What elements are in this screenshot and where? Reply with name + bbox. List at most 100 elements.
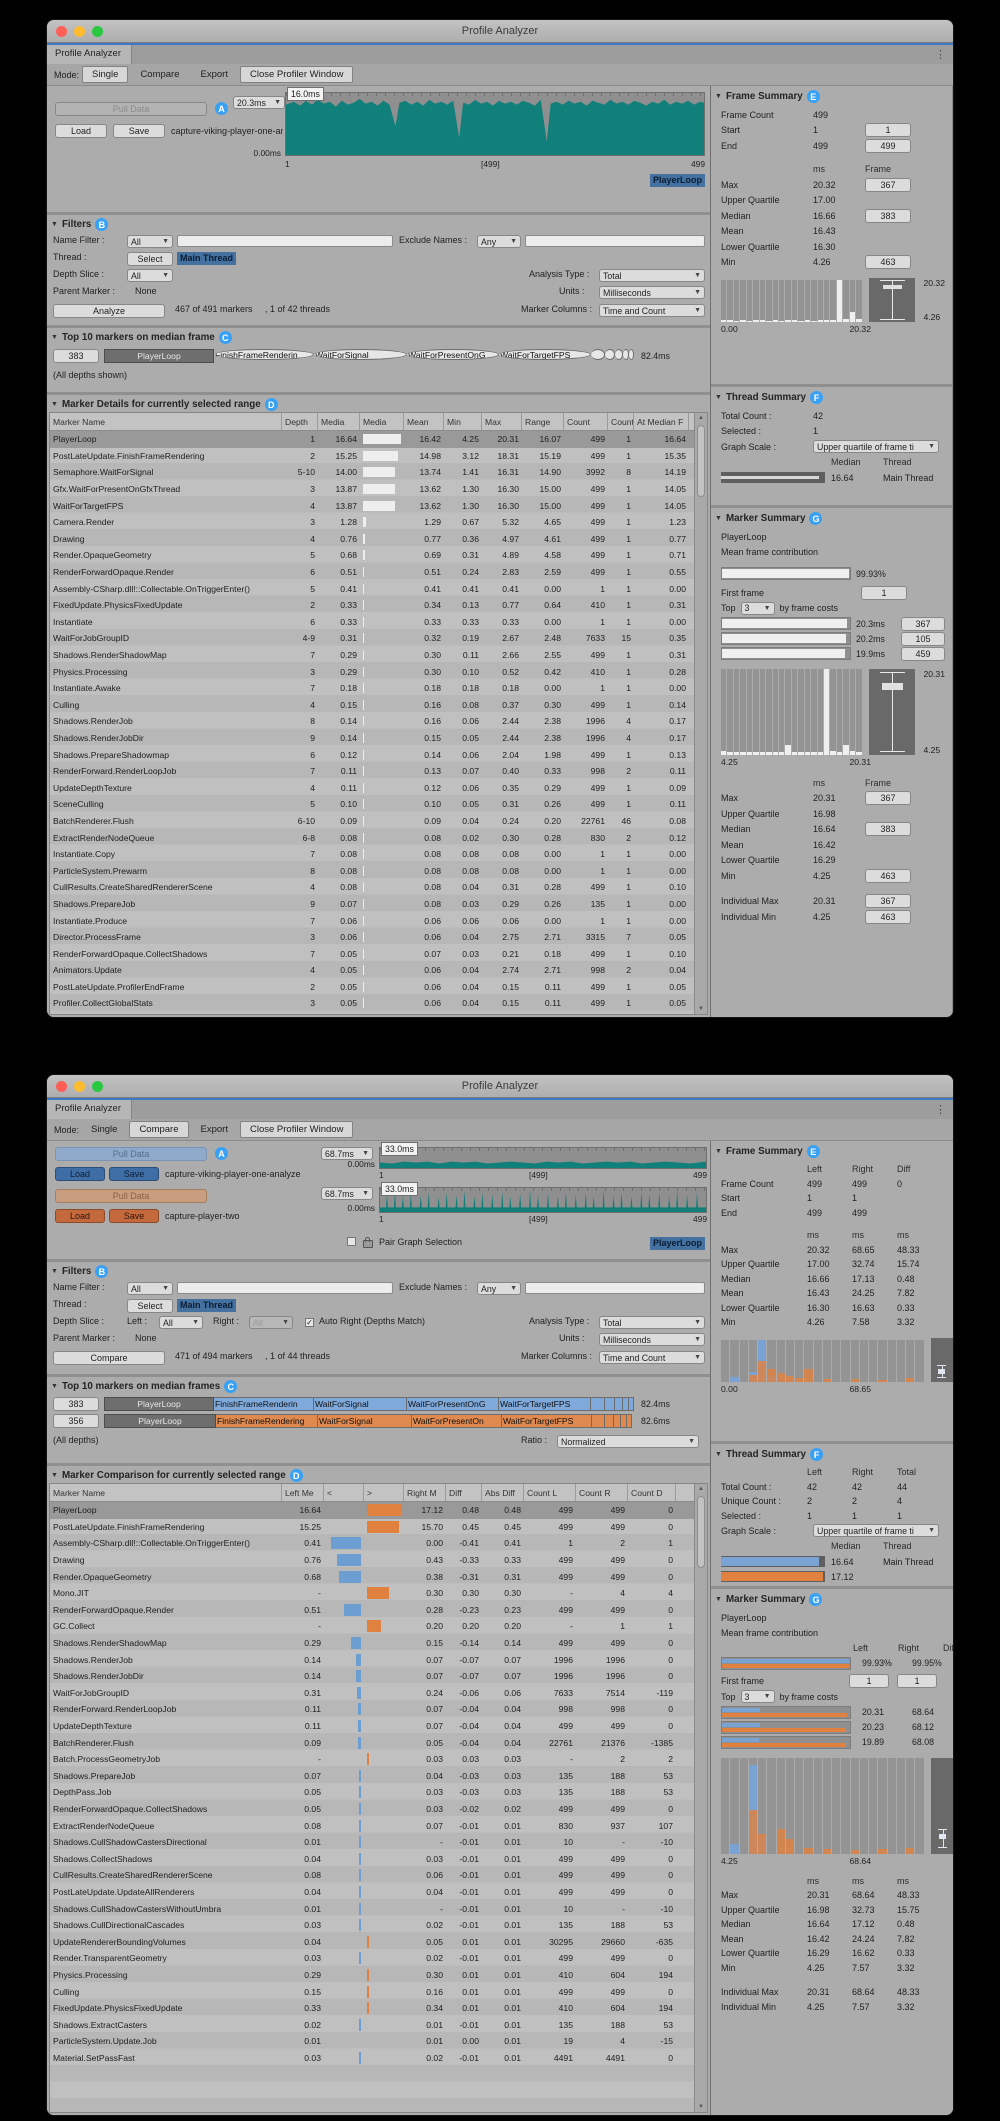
top10-segment[interactable]: WaitForTargetFPS <box>502 1414 592 1428</box>
export-button[interactable]: Export <box>200 1124 228 1135</box>
table-row[interactable]: PostLateUpdate.UpdateAllRenderers 0.04 0.0… <box>53 1885 673 1898</box>
table-row[interactable]: ExtractRenderNodeQueue 6-8 0.08 0.08 0.02 0.3… <box>53 832 686 843</box>
mode-compare-button[interactable]: Compare <box>129 1121 189 1138</box>
marker-columns-dropdown[interactable]: Time and Count ▼ <box>599 304 705 317</box>
save-button[interactable]: Save <box>113 124 165 138</box>
thread-select-button[interactable]: Select <box>127 1299 173 1313</box>
table-row[interactable]: CullResults.CreateSharedRendererScene 0.0… <box>53 1869 673 1882</box>
top10-segment[interactable]: FinishFrameRenderin <box>214 1397 314 1411</box>
table-row[interactable]: Instantiate 6 0.33 0.33 0.33 0.33 0.00 1 1 0.00 <box>53 616 686 627</box>
minimize-window-button[interactable] <box>74 1080 85 1092</box>
first-frame-button[interactable]: 1 <box>861 585 907 600</box>
top10-segment[interactable] <box>592 1414 605 1428</box>
top10-segment[interactable]: WaitForTargetFPS <box>499 349 591 360</box>
table-row[interactable]: RenderForwardOpaque.CollectShadows 0.05 0.… <box>53 1802 673 1815</box>
top10-segment[interactable]: WaitForPresentOnG <box>407 349 499 360</box>
titlebar[interactable]: Profile Analyzer <box>47 20 953 43</box>
top10-segment[interactable]: WaitForPresentOnG <box>407 1397 499 1411</box>
median-frame-right-button[interactable]: 356 <box>53 1414 99 1428</box>
table-row[interactable]: GC.Collect -0.20 0.20 0.20-1 1 <box>53 1620 673 1633</box>
analysis-type-dropdown[interactable]: Total ▼ <box>599 269 705 282</box>
table-row[interactable]: RenderForwardOpaque.Render 0.51 0.28 -0.23 0… <box>53 1603 673 1616</box>
top10-segment[interactable] <box>591 349 605 360</box>
depth-left-dropdown[interactable]: All ▼ <box>159 1316 203 1329</box>
table-row[interactable]: Render.OpaqueGeometry 5 0.68 0.69 0.31 4.89 4.… <box>53 550 686 561</box>
table-row[interactable]: Physics.Processing 3 0.29 0.30 0.10 0.52 0.42 4… <box>53 666 686 677</box>
selected-marker-chip[interactable]: PlayerLoop <box>649 174 705 187</box>
top10-segment[interactable] <box>605 349 615 360</box>
zoom-window-button[interactable] <box>92 1080 103 1092</box>
table-row[interactable]: Shadows.RenderJob 0.14 0.07 -0.07 0.07 1996 19… <box>53 1653 673 1666</box>
top10-segment[interactable] <box>627 1414 632 1428</box>
median-frame-button[interactable]: 383 <box>53 349 99 363</box>
frame-time-graph[interactable] <box>285 92 705 156</box>
mode-compare-button[interactable]: Compare <box>140 69 180 80</box>
export-button[interactable]: Export <box>200 69 228 80</box>
table-row[interactable]: Material.SetPassFast 0.03 0.02 -0.01 0.01 449… <box>53 2051 673 2064</box>
table-row[interactable]: Gfx.WaitForPresentOnGfxThread 3 13.87 13.62… <box>53 484 686 495</box>
table-row[interactable]: Assembly-CSharp.dll!::Collectable.OnTrig… <box>53 1537 673 1550</box>
top10-segment[interactable]: FinishFrameRenderin <box>214 349 314 360</box>
table-row[interactable]: ParticleSystem.Prewarm 8 0.08 0.08 0.08 0.08 0… <box>53 865 686 876</box>
depth-right-dropdown[interactable]: All ▼ <box>249 1316 293 1329</box>
table-row[interactable]: Culling 4 0.15 0.16 0.08 0.37 0.30 499 1 0.14 <box>53 699 686 710</box>
top10-segment[interactable] <box>629 1397 634 1411</box>
goto-frame-button[interactable]: 367 <box>865 791 911 806</box>
table-row[interactable]: UpdateRendererBoundingVolumes 0.04 0.05 0.0… <box>53 1935 673 1948</box>
thread-select-button[interactable]: Select <box>127 252 173 266</box>
goto-frame-button[interactable]: 499 <box>865 138 911 153</box>
table-row[interactable]: PostLateUpdate.FinishFrameRendering 2 15.2… <box>53 450 686 461</box>
table-row[interactable]: Shadows.ExtractCasters 0.02 0.01 -0.01 0.01 1… <box>53 2018 673 2031</box>
table-row[interactable]: Shadows.RenderJobDir 9 0.14 0.15 0.05 2.44 2.3… <box>53 732 686 743</box>
table-row[interactable]: Shadows.CollectShadows 0.04 0.03 -0.01 0.01 4… <box>53 1852 673 1865</box>
goto-frame-button[interactable]: 1 <box>865 123 911 138</box>
thread-graph-scale-dropdown[interactable]: Upper quartile of frame ti ▼ <box>813 440 939 454</box>
table-row[interactable]: UpdateDepthTexture 4 0.11 0.12 0.06 0.35 0.29 4… <box>53 782 686 793</box>
load-button[interactable]: Load <box>55 124 107 138</box>
goto-frame-button[interactable]: 367 <box>901 616 945 631</box>
goto-frame-button[interactable]: 463 <box>865 909 911 924</box>
pull-data-right-button[interactable]: Pull Data <box>55 1189 207 1203</box>
table-row[interactable]: SceneCulling 5 0.10 0.10 0.05 0.31 0.26 499 1 0.1… <box>53 799 686 810</box>
table-row[interactable]: Render.TransparentGeometry 0.03 0.02 -0.01 0… <box>53 1952 673 1965</box>
table-row[interactable]: Shadows.PrepareJob 0.07 0.04 -0.03 0.03 135 18… <box>53 1769 673 1782</box>
goto-frame-button[interactable]: 105 <box>901 631 945 646</box>
table-row[interactable]: Instantiate.Produce 7 0.06 0.06 0.06 0.06 0.00… <box>53 915 686 926</box>
table-row[interactable]: Shadows.CullShadowCastersDirectional 0.01… <box>53 1836 673 1849</box>
table-row[interactable]: BatchRenderer.Flush 6-10 0.09 0.09 0.04 0.24 0… <box>53 815 686 826</box>
top-n-dropdown[interactable]: 3 ▼ <box>740 1690 775 1704</box>
table-row[interactable]: PostLateUpdate.FinishFrameRendering 15.25… <box>53 1520 673 1533</box>
table-row[interactable]: PlayerLoop 16.64 17.12 0.48 0.48 499 499 0 <box>50 1502 694 1519</box>
top10-segment[interactable]: WaitForSignal <box>314 349 407 360</box>
table-scrollbar[interactable]: ▲ ▼ <box>694 413 707 1014</box>
frame-time-graph-right[interactable] <box>379 1187 707 1213</box>
table-row[interactable]: WaitForTargetFPS 4 13.87 13.62 1.30 16.30 15.0… <box>53 500 686 511</box>
minimize-window-button[interactable] <box>74 25 85 37</box>
top10-segment[interactable] <box>615 1397 623 1411</box>
exclude-names-dropdown[interactable]: Any ▼ <box>477 1282 521 1295</box>
graph-scale-dropdown[interactable]: 20.3ms ▼ <box>233 96 285 109</box>
table-row[interactable]: CullResults.CreateSharedRendererScene 4 0.… <box>53 882 686 893</box>
collapse-icon[interactable]: ▼ <box>51 1383 58 1390</box>
table-row[interactable]: Shadows.PrepareJob 9 0.07 0.08 0.03 0.29 0.26 1… <box>53 898 686 909</box>
ratio-dropdown[interactable]: Normalized ▼ <box>557 1435 699 1448</box>
top10-segment[interactable] <box>605 1414 614 1428</box>
close-window-button[interactable] <box>56 1080 67 1092</box>
collapse-icon[interactable]: ▼ <box>715 515 722 522</box>
depth-slice-dropdown[interactable]: All ▼ <box>127 269 173 282</box>
table-row[interactable]: PlayerLoop 1 16.64 16.42 4.25 20.31 16.07 499 1 1… <box>50 431 694 448</box>
graph-scale-right-dropdown[interactable]: 68.7ms ▼ <box>321 1187 373 1200</box>
table-row[interactable]: ExtractRenderNodeQueue 0.08 0.07 -0.01 0.01 8… <box>53 1819 673 1832</box>
graph-scale-left-dropdown[interactable]: 68.7ms ▼ <box>321 1147 373 1160</box>
top10-segment[interactable]: WaitForSignal <box>318 1414 412 1428</box>
table-row[interactable]: Mono.JIT -0.30 0.30 0.30-4 4 <box>53 1587 673 1600</box>
top10-marker-bar[interactable]: PlayerLoop FinishFrameRenderin WaitForSign… <box>104 349 634 363</box>
table-row[interactable]: RenderForwardOpaque.Render 6 0.51 0.51 0.24 2… <box>53 567 686 578</box>
pull-data-left-button[interactable]: Pull Data <box>55 1147 207 1161</box>
table-row[interactable]: Shadows.RenderShadowMap 7 0.29 0.30 0.11 2.66… <box>53 650 686 661</box>
table-row[interactable]: Profiler.CollectGlobalStats 3 0.05 0.06 0.04… <box>53 998 686 1009</box>
kebab-menu-icon[interactable]: ⋮ <box>935 49 946 61</box>
top10-left-bar[interactable]: PlayerLoop FinishFrameRenderin WaitForSign… <box>104 1397 634 1411</box>
goto-frame-button[interactable]: 463 <box>865 868 911 883</box>
name-filter-dropdown[interactable]: All ▼ <box>127 235 173 248</box>
